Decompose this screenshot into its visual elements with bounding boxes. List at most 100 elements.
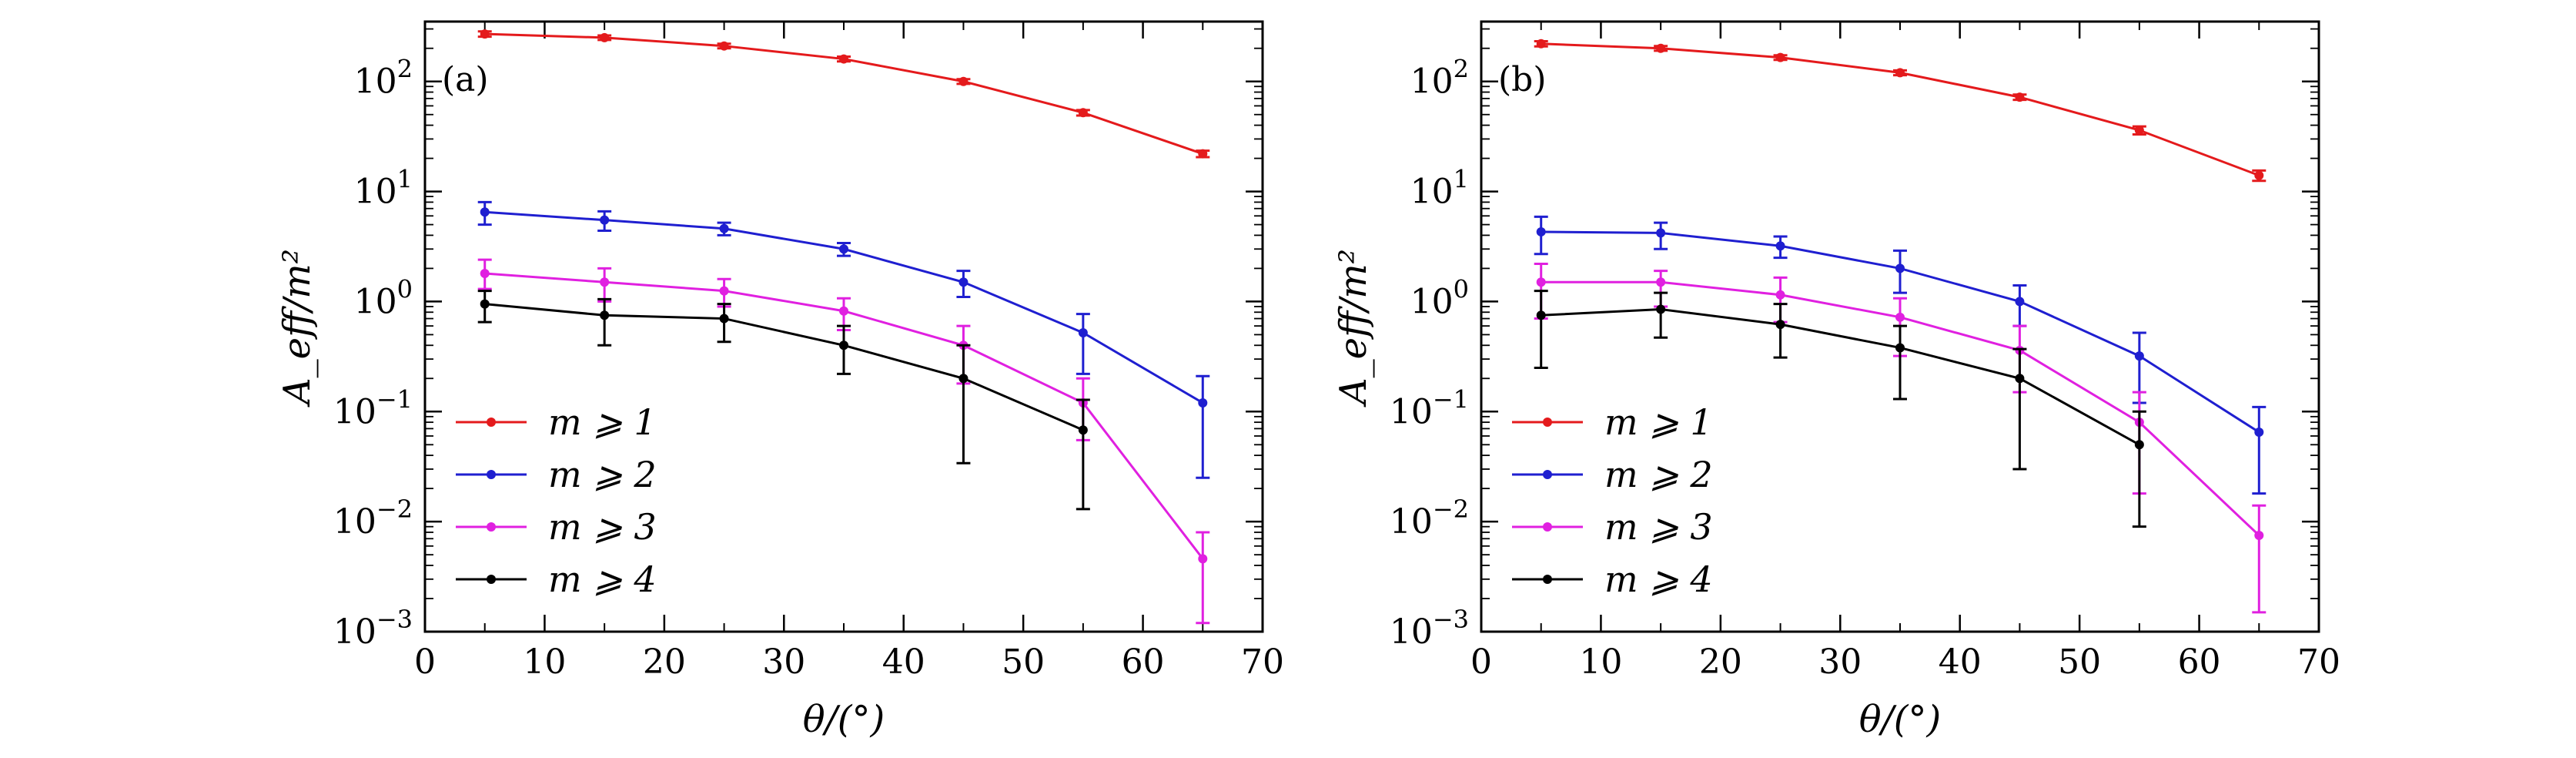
data-point <box>480 29 490 39</box>
x-tick-label: 60 <box>1122 642 1165 682</box>
data-point <box>719 286 729 296</box>
x-tick-label: 10 <box>523 642 566 682</box>
series-1 <box>477 29 1210 159</box>
x-tick-label: 20 <box>1699 642 1742 682</box>
legend-marker <box>1543 418 1552 427</box>
panel-label: (b) <box>1498 60 1547 99</box>
data-point <box>1198 554 1208 564</box>
chart-panel-b: 0 10 20 30 40 50 60 70 10−3 10−2 10−1 100 101 102 θ/(°… <box>1332 20 2340 741</box>
x-tick-label: 70 <box>1241 642 1284 682</box>
series-4 <box>477 290 1090 511</box>
data-point <box>1656 43 1666 53</box>
data-point <box>2134 440 2144 450</box>
data-point <box>1895 68 1905 78</box>
legend: m ⩾ 1 m ⩾ 2 m ⩾ 3 m ⩾ 4 <box>456 401 657 600</box>
legend-label: m ⩾ 2 <box>1604 454 1713 495</box>
x-tick-label: 50 <box>2058 642 2101 682</box>
legend-marker <box>487 522 496 532</box>
legend-label: m ⩾ 2 <box>548 454 657 495</box>
x-tick-label: 0 <box>414 642 436 682</box>
y-tick-label: 10−1 <box>333 384 413 431</box>
y-axis-label: A_eff/m² <box>276 249 319 408</box>
legend-label: m ⩾ 1 <box>548 401 657 443</box>
legend-label: m ⩾ 3 <box>1604 506 1713 548</box>
x-tick-label: 40 <box>1939 642 1982 682</box>
data-point <box>2254 170 2264 180</box>
legend-marker <box>487 575 496 584</box>
data-point <box>1198 149 1208 159</box>
data-point <box>1078 328 1088 338</box>
legend-label: m ⩾ 1 <box>1604 401 1713 443</box>
series-line <box>1541 42 2260 177</box>
data-point <box>600 215 610 225</box>
x-tick-label: 30 <box>762 642 805 682</box>
data-point <box>1198 397 1208 408</box>
data-point <box>958 76 969 86</box>
data-point <box>839 244 848 254</box>
y-tick-label: 10−3 <box>333 605 413 652</box>
x-tick-label: 30 <box>1818 642 1862 682</box>
legend-label: m ⩾ 4 <box>1604 558 1713 600</box>
y-tick-label: 10−3 <box>1390 605 1469 652</box>
data-point <box>1895 312 1905 322</box>
data-point <box>839 54 848 64</box>
data-point <box>600 277 610 287</box>
x-tick-label: 10 <box>1579 642 1622 682</box>
legend-marker <box>487 470 496 479</box>
data-point <box>719 314 729 324</box>
data-point <box>2015 374 2025 384</box>
panel-label: (a) <box>442 60 489 99</box>
data-point <box>2254 530 2264 540</box>
legend-label: m ⩾ 3 <box>548 506 657 548</box>
data-point <box>1895 343 1905 353</box>
data-point <box>1656 304 1666 314</box>
legend-marker <box>1543 470 1552 479</box>
data-point <box>2254 428 2264 438</box>
y-tick-label: 102 <box>354 55 413 102</box>
data-point <box>958 374 969 384</box>
data-point <box>1775 241 1785 251</box>
y-tick-label: 102 <box>1410 55 1469 102</box>
data-point <box>1078 425 1088 435</box>
data-point <box>839 306 848 316</box>
y-tick-label: 10−1 <box>1390 384 1469 431</box>
series-line <box>1541 308 2140 446</box>
x-tick-label: 0 <box>1470 642 1492 682</box>
data-point <box>2134 126 2144 136</box>
x-axis-label: θ/(°) <box>1859 698 1942 741</box>
data-point <box>2015 297 2025 307</box>
legend-marker <box>487 418 496 427</box>
data-point <box>2134 351 2144 361</box>
data-point <box>1775 320 1785 330</box>
y-tick-label: 101 <box>1410 165 1469 212</box>
x-tick-label: 60 <box>2178 642 2221 682</box>
data-point <box>480 299 490 309</box>
legend: m ⩾ 1 m ⩾ 2 m ⩾ 3 m ⩾ 4 <box>1512 401 1713 600</box>
data-point <box>1775 290 1785 300</box>
y-tick-label: 10−2 <box>333 495 413 542</box>
legend-marker <box>1543 522 1552 532</box>
data-point <box>1536 226 1546 236</box>
data-point <box>719 223 729 233</box>
data-point <box>1078 108 1088 118</box>
legend-marker <box>1543 575 1552 584</box>
x-tick-label: 70 <box>2297 642 2340 682</box>
series-line <box>484 32 1203 156</box>
y-tick-label: 101 <box>354 165 413 212</box>
data-point <box>600 32 610 42</box>
x-tick-label: 50 <box>1002 642 1045 682</box>
legend-label: m ⩾ 4 <box>548 558 657 600</box>
data-point <box>1656 228 1666 238</box>
x-tick-label: 40 <box>882 642 925 682</box>
data-point <box>839 340 848 350</box>
data-point <box>1775 52 1785 62</box>
data-point <box>1656 277 1666 287</box>
data-point <box>719 41 729 51</box>
series-1 <box>1534 39 2267 183</box>
series-4 <box>1534 290 2146 528</box>
data-point <box>1536 310 1546 320</box>
y-axis-label: A_eff/m² <box>1332 249 1375 408</box>
series-2 <box>477 200 1210 479</box>
y-tick-label: 100 <box>354 274 413 321</box>
